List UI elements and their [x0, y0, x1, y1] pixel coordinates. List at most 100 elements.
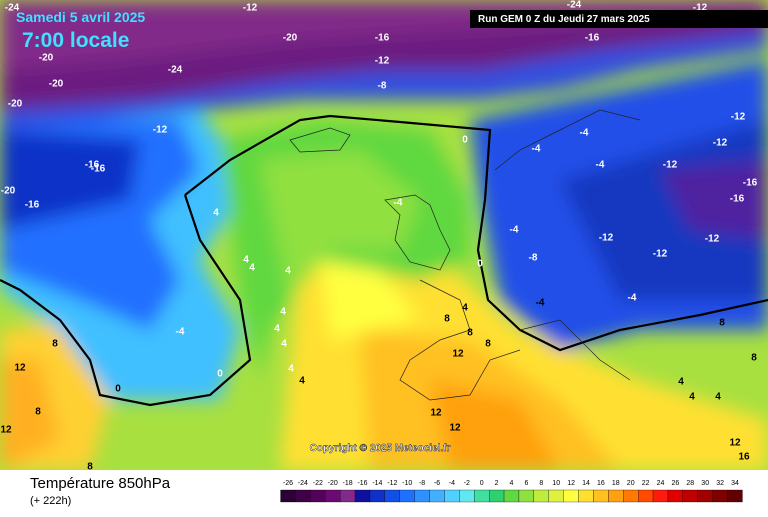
contour-label: 4 [678, 377, 684, 388]
time: 7:00 locale [22, 29, 129, 52]
contour-labels: -24-20-20-20-20-24-24-20-16 -16-16-12-12-… [0, 0, 757, 470]
contour-label: 12 [14, 363, 26, 374]
contour-label: 8 [751, 353, 757, 364]
colorbar-label: -22 [313, 480, 323, 487]
colorbar-label: 2 [495, 480, 499, 487]
colorbar-cell [295, 489, 311, 503]
contour-label: 4 [280, 307, 286, 318]
colorbar-cell [354, 489, 371, 503]
colorbar-label: -24 [298, 480, 308, 487]
colorbar-cell [652, 489, 669, 503]
date: Samedi 5 avril 2025 [16, 9, 145, 25]
contour-label: 12 [449, 423, 461, 434]
colorbar-label: 6 [524, 480, 528, 487]
colorbar-cell [384, 489, 400, 503]
contour-label: -24 [5, 3, 20, 14]
colorbar-cell [488, 489, 505, 503]
contour-label: -4 [628, 293, 637, 304]
colorbar-cell [623, 489, 639, 503]
contour-label: 0 [462, 135, 468, 146]
colorbar-cell [638, 489, 654, 503]
colorbar-cell [518, 489, 535, 503]
colorbar-label: 8 [539, 480, 543, 487]
colorbar-label: 20 [627, 480, 635, 487]
contour-label: 0 [477, 259, 483, 270]
contour-label: -16 [585, 33, 600, 44]
contour-label: 8 [719, 318, 725, 329]
contour-label: -24 [168, 65, 183, 76]
colorbar-cell [399, 489, 415, 503]
colorbar-cell [280, 489, 296, 503]
contour-label: -4 [536, 298, 545, 309]
contour-label: 12 [452, 349, 464, 360]
contour-label: -12 [153, 125, 168, 136]
colorbar-cell [548, 489, 564, 503]
contour-label: -16 [25, 200, 40, 211]
contour-label: -20 [8, 99, 23, 110]
colorbar-label: -12 [387, 480, 397, 487]
colorbar-label: -2 [464, 480, 470, 487]
colorbar-cell [697, 489, 713, 503]
contour-label: 8 [35, 407, 41, 418]
contour-label: -12 [599, 233, 614, 244]
colorbar-cell [414, 489, 430, 503]
contour-label: -20 [283, 33, 298, 44]
lead-time: (+ 222h) [30, 495, 71, 507]
colorbar-label: -16 [357, 480, 367, 487]
contour-label: 4 [249, 263, 255, 274]
contour-label: 4 [213, 208, 219, 219]
colorbar-cell [474, 489, 490, 503]
contour-label: -4 [176, 327, 185, 338]
contour-label: -12 [663, 160, 678, 171]
colorbar-cell [503, 489, 520, 503]
zero-contour [0, 194, 252, 407]
colorbar-cell [593, 489, 609, 503]
contour-label: -16 [730, 194, 745, 205]
contour-label: -20 [39, 53, 54, 64]
contour-label: 4 [281, 339, 287, 350]
colorbar-cell [429, 489, 445, 503]
coastline [289, 127, 351, 153]
colorbar-label: -14 [372, 480, 382, 487]
contour-label: 0 [217, 369, 223, 380]
zero-contour [184, 114, 768, 352]
colorbar-cell [310, 489, 326, 503]
coastline [384, 109, 641, 401]
colorbar-cell [727, 489, 743, 503]
contour-label: -4 [510, 225, 519, 236]
footer-title: Température 850hPa [30, 475, 171, 492]
contour-label: -12 [731, 112, 746, 123]
colorbar-label: 10 [552, 480, 560, 487]
contour-label: 4 [274, 324, 280, 335]
colorbar-cell [325, 489, 341, 503]
contour-label: 12 [0, 425, 12, 436]
contour-label: -16 [91, 164, 106, 175]
contour-label: 16 [738, 452, 750, 463]
colorbar-label: 32 [716, 480, 724, 487]
colorbar-cell [533, 489, 549, 503]
contour-label: 8 [485, 339, 491, 350]
contour-label: -16 [85, 160, 100, 171]
run-box [470, 10, 768, 28]
contour-label: -4 [580, 128, 589, 139]
contour-label: -12 [713, 138, 728, 149]
colorbar-label: 12 [567, 480, 575, 487]
colorbar-label: -26 [283, 480, 293, 487]
contour-label: 4 [299, 376, 305, 387]
contour-label: 4 [689, 392, 695, 403]
colorbar-label: -4 [449, 480, 455, 487]
colorbar-cell [667, 489, 684, 503]
colorbar-label: 28 [686, 480, 694, 487]
colorbar-cell [459, 489, 475, 503]
colorbar-label: 30 [701, 480, 709, 487]
contour-label: -8 [529, 253, 538, 264]
colorbar-label: 16 [597, 480, 605, 487]
contour-label: 12 [430, 408, 442, 419]
colorbar-cell [369, 489, 386, 503]
contour-label: -4 [532, 144, 541, 155]
colorbar-label: 18 [612, 480, 620, 487]
contour-label: 12 [729, 438, 741, 449]
contour-label: 0 [115, 384, 121, 395]
contour-label: -16 [375, 33, 390, 44]
colorbar-cell [682, 489, 698, 503]
